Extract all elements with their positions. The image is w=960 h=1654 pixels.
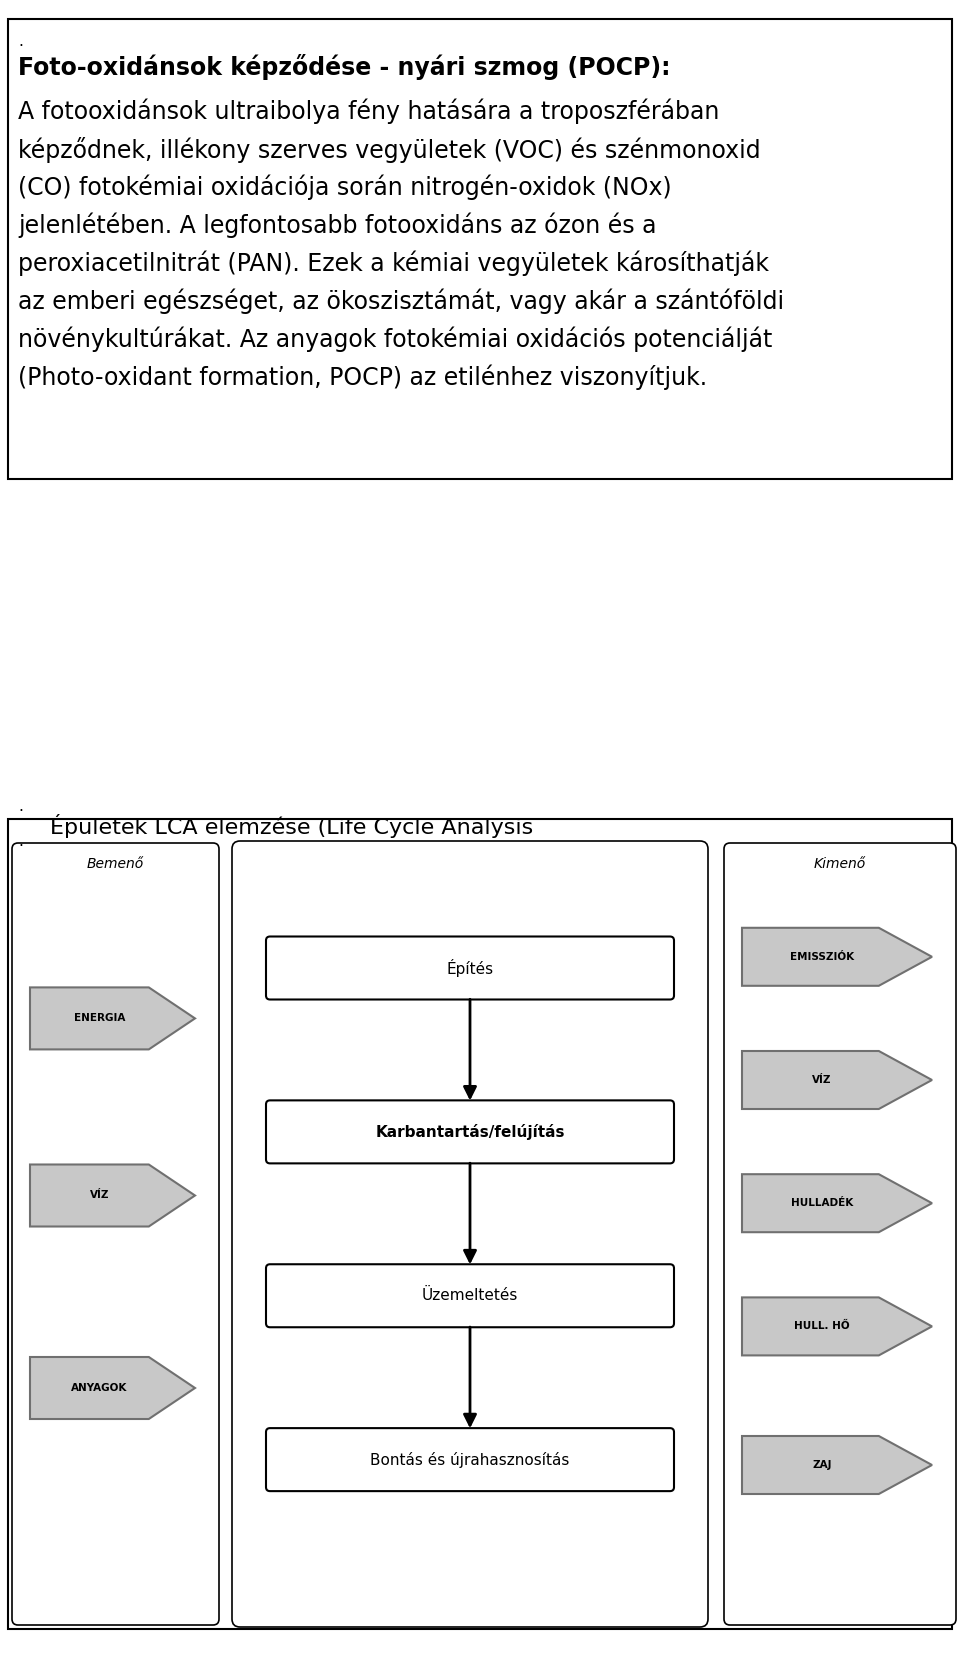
- Polygon shape: [30, 1164, 195, 1227]
- Text: peroxiacetilnitrát (PAN). Ezek a kémiai vegyületek károsíthatják: peroxiacetilnitrát (PAN). Ezek a kémiai …: [18, 251, 769, 276]
- Text: (CO) fotokémiai oxidációja során nitrogén-oxidok (NOx): (CO) fotokémiai oxidációja során nitrogé…: [18, 175, 672, 200]
- FancyBboxPatch shape: [266, 1427, 674, 1492]
- FancyBboxPatch shape: [12, 844, 219, 1624]
- Text: VÍZ: VÍZ: [812, 1075, 831, 1085]
- Text: Épületek LCA elemzése (Life Cycle Analysis: Épületek LCA elemzése (Life Cycle Analys…: [50, 814, 533, 839]
- FancyBboxPatch shape: [266, 936, 674, 999]
- Polygon shape: [742, 1436, 932, 1494]
- FancyBboxPatch shape: [266, 1264, 674, 1327]
- FancyBboxPatch shape: [724, 844, 956, 1624]
- FancyBboxPatch shape: [266, 1100, 674, 1163]
- FancyBboxPatch shape: [232, 840, 708, 1628]
- Text: A fotooxidánsok ultraibolya fény hatására a troposzférában: A fotooxidánsok ultraibolya fény hatásár…: [18, 99, 719, 124]
- Text: Foto-oxidánsok képződése - nyári szmog (POCP):: Foto-oxidánsok képződése - nyári szmog (…: [18, 55, 670, 79]
- Text: Bontás és újrahasznosítás: Bontás és újrahasznosítás: [371, 1452, 569, 1467]
- Text: VÍZ: VÍZ: [89, 1191, 109, 1201]
- Polygon shape: [30, 987, 195, 1049]
- Text: jelenlétében. A legfontosabb fotooxidáns az ózon és a: jelenlétében. A legfontosabb fotooxidáns…: [18, 213, 657, 238]
- Text: HULL. HŐ: HULL. HŐ: [794, 1322, 850, 1331]
- FancyBboxPatch shape: [8, 819, 952, 1629]
- Text: .: .: [18, 834, 23, 849]
- Text: Karbantartás/felújítás: Karbantartás/felújítás: [375, 1123, 564, 1140]
- Text: HULLADÉK: HULLADÉK: [791, 1197, 852, 1207]
- Text: EMISSZIÓK: EMISSZIÓK: [790, 951, 853, 961]
- Text: ENERGIA: ENERGIA: [74, 1014, 125, 1024]
- Polygon shape: [30, 1356, 195, 1419]
- Text: .: .: [18, 35, 23, 50]
- Text: Kimenő: Kimenő: [814, 857, 866, 872]
- Text: növénykultúrákat. Az anyagok fotokémiai oxidációs potenciálját: növénykultúrákat. Az anyagok fotokémiai …: [18, 327, 773, 352]
- Polygon shape: [742, 1297, 932, 1355]
- Text: Építés: Építés: [446, 959, 493, 978]
- Polygon shape: [742, 1174, 932, 1232]
- FancyBboxPatch shape: [8, 18, 952, 480]
- Polygon shape: [742, 928, 932, 986]
- Polygon shape: [742, 1050, 932, 1108]
- Text: képződnek, illékony szerves vegyületek (VOC) és szénmonoxid: képződnek, illékony szerves vegyületek (…: [18, 137, 760, 164]
- Text: .: .: [18, 799, 23, 814]
- Text: az emberi egészséget, az ökoszisztámát, vagy akár a szántóföldi: az emberi egészséget, az ökoszisztámát, …: [18, 289, 784, 314]
- Text: Üzemeltetés: Üzemeltetés: [421, 1288, 518, 1303]
- Text: (Photo-oxidant formation, POCP) az etilénhez viszonyítjuk.: (Photo-oxidant formation, POCP) az etilé…: [18, 366, 708, 390]
- Text: Bemenő: Bemenő: [86, 857, 144, 872]
- Text: ZAJ: ZAJ: [812, 1460, 831, 1470]
- Text: ANYAGOK: ANYAGOK: [71, 1383, 128, 1393]
